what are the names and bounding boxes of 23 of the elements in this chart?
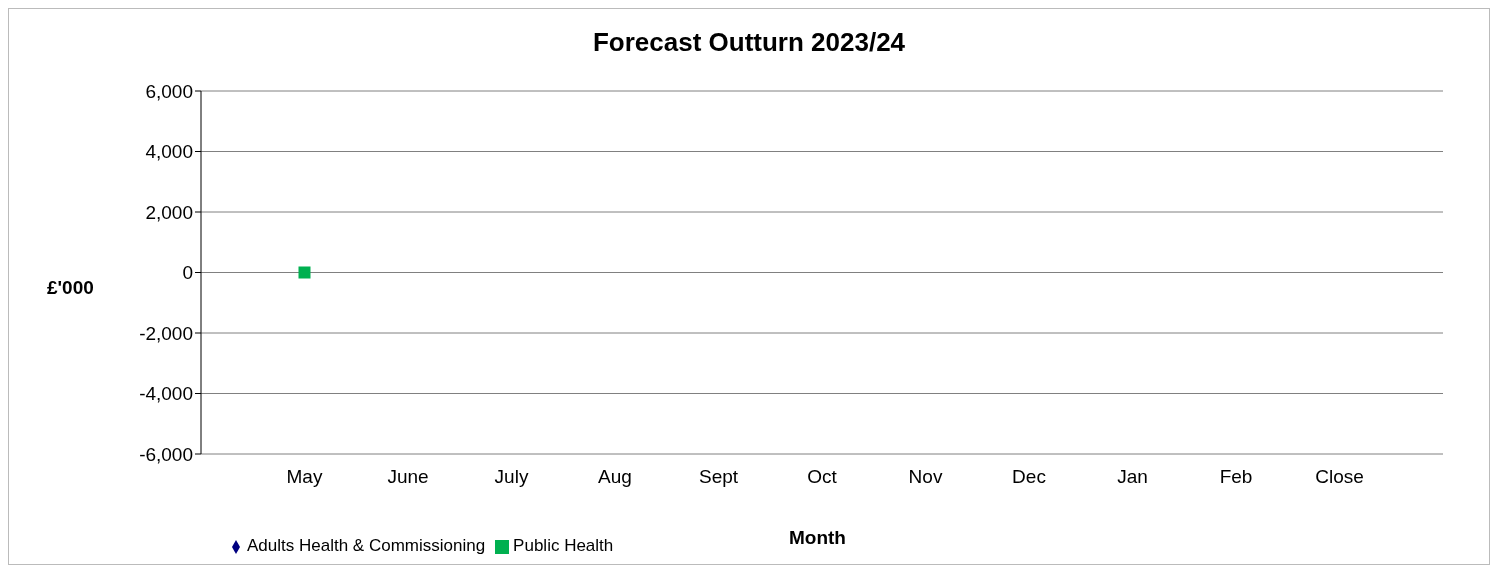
x-tick-label: Nov [908,466,943,488]
y-axis-title: £'000 [47,277,94,299]
legend-label: Public Health [513,536,614,555]
x-tick-label: Close [1315,466,1364,488]
x-tick-label: Feb [1219,466,1253,488]
x-tick-label: Sept [698,466,739,488]
y-tick-label: 6,000 [145,80,193,102]
x-tick-label: Jan [1117,466,1148,488]
y-tick-label: -4,000 [139,383,193,405]
chart-title: Forecast Outturn 2023/24 [591,27,907,58]
y-tick-label: 4,000 [145,141,193,163]
y-tick-label: 0 [182,262,193,284]
x-tick-label: May [286,466,323,488]
x-tick-label: Aug [598,466,632,488]
y-tick-label: -6,000 [139,443,193,465]
x-axis-title: Month [789,527,846,549]
x-tick-label: Dec [1012,466,1046,488]
x-tick-label: Oct [807,466,838,488]
y-tick-label: -2,000 [139,322,193,344]
legend-label: Adults Health & Commissioning [247,536,486,555]
x-tick-label: July [494,466,529,488]
y-tick-label: 2,000 [145,201,193,223]
x-tick-label: June [387,466,429,488]
